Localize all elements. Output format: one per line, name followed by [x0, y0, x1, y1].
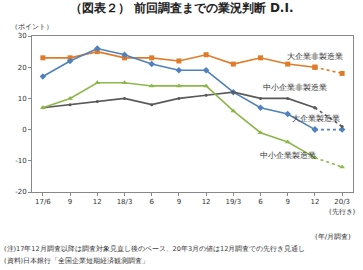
svg-text:30: 30 — [18, 32, 27, 40]
svg-text:(注)17年12月調査以降は調査対象見直し後のベース、20年: (注)17年12月調査以降は調査対象見直し後のベース、20年3月の値は12月調査… — [4, 245, 305, 253]
svg-text:12: 12 — [93, 198, 102, 206]
svg-text:6: 6 — [258, 198, 263, 206]
svg-text:中小企業製造業: 中小企業製造業 — [260, 151, 316, 160]
svg-text:9: 9 — [68, 198, 72, 206]
svg-text:17/6: 17/6 — [35, 198, 51, 206]
svg-text:中小企業非製造業: 中小企業非製造業 — [263, 83, 327, 92]
svg-text:10: 10 — [18, 95, 27, 103]
svg-text:0: 0 — [22, 126, 26, 134]
svg-text:大企業製造業: 大企業製造業 — [292, 114, 340, 123]
svg-text:12: 12 — [310, 198, 319, 206]
svg-text:9: 9 — [285, 198, 289, 206]
svg-text:(資料)日本銀行「全国企業短期経済観測調査」: (資料)日本銀行「全国企業短期経済観測調査」 — [4, 257, 149, 265]
svg-text:6: 6 — [149, 198, 154, 206]
svg-text:9: 9 — [177, 198, 181, 206]
svg-text:（図表２） 前回調査までの業況判断 D.I.: （図表２） 前回調査までの業況判断 D.I. — [70, 1, 294, 15]
svg-text:18/3: 18/3 — [117, 198, 133, 206]
svg-text:-10: -10 — [15, 157, 26, 165]
svg-text:大企業非製造業: 大企業非製造業 — [287, 52, 343, 61]
svg-text:-20: -20 — [15, 188, 26, 196]
svg-text:（ポイント）: （ポイント） — [11, 23, 53, 31]
svg-text:12: 12 — [202, 198, 211, 206]
svg-text:20/3(先行き): 20/3(先行き) — [329, 198, 356, 215]
svg-text:20: 20 — [18, 64, 27, 72]
svg-text:(年/月調査): (年/月調査) — [315, 233, 351, 241]
svg-text:19/3: 19/3 — [225, 198, 241, 206]
